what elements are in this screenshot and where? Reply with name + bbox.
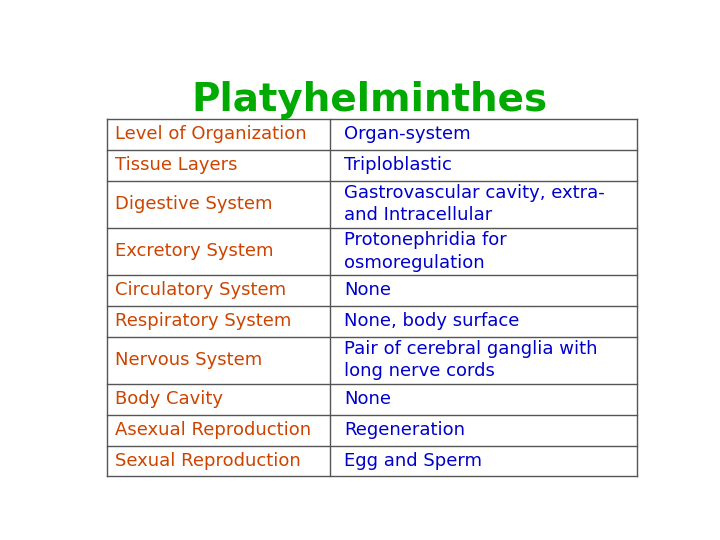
Text: Pair of cerebral ganglia with
long nerve cords: Pair of cerebral ganglia with long nerve… [344,340,598,380]
Text: Organ-system: Organ-system [344,125,470,143]
Text: None: None [344,390,391,408]
Text: Digestive System: Digestive System [115,195,273,213]
Text: None, body surface: None, body surface [344,312,519,330]
Text: Circulatory System: Circulatory System [115,281,287,300]
Text: Egg and Sperm: Egg and Sperm [344,452,482,470]
Text: Sexual Reproduction: Sexual Reproduction [115,452,301,470]
Text: Protonephridia for
osmoregulation: Protonephridia for osmoregulation [344,231,507,272]
Text: Asexual Reproduction: Asexual Reproduction [115,421,311,439]
Text: Body Cavity: Body Cavity [115,390,223,408]
Text: Excretory System: Excretory System [115,242,274,260]
Text: Level of Organization: Level of Organization [115,125,307,143]
Text: Triploblastic: Triploblastic [344,156,451,174]
Text: Respiratory System: Respiratory System [115,312,292,330]
Text: Platyhelminthes: Platyhelminthes [191,82,547,119]
Text: None: None [344,281,391,300]
Text: Regeneration: Regeneration [344,421,465,439]
Text: Tissue Layers: Tissue Layers [115,156,238,174]
Text: Nervous System: Nervous System [115,352,262,369]
Text: Gastrovascular cavity, extra-
and Intracellular: Gastrovascular cavity, extra- and Intrac… [344,184,605,224]
